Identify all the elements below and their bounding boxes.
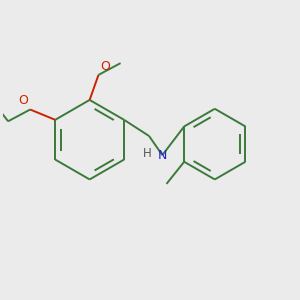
Text: O: O <box>100 60 110 74</box>
Text: O: O <box>18 94 28 107</box>
Text: H: H <box>143 147 152 160</box>
Text: N: N <box>158 149 167 162</box>
